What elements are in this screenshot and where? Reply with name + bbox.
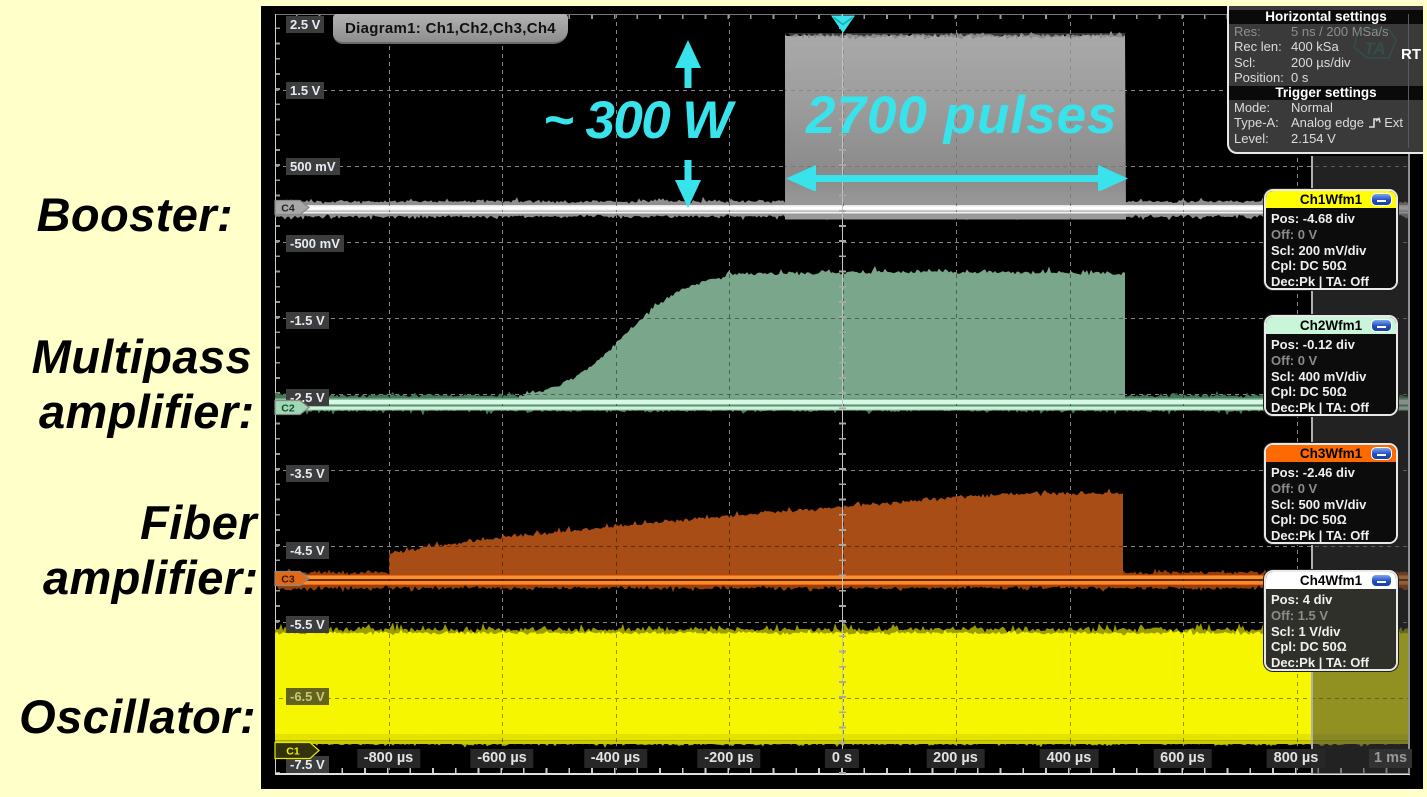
svg-text:C1: C1 [286, 746, 300, 758]
svg-text:C2: C2 [281, 403, 295, 415]
svg-text:C3: C3 [281, 574, 295, 586]
svg-text:C4: C4 [281, 203, 295, 215]
svg-text:TA: TA [1364, 39, 1385, 58]
